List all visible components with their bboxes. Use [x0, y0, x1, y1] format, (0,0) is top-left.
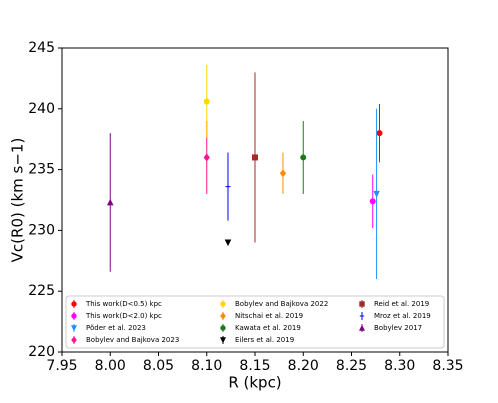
x-tick-label: 8.10 — [191, 358, 222, 374]
x-tick-label: 8.00 — [95, 358, 126, 374]
legend-label: Eilers et al. 2019 — [235, 336, 294, 344]
y-axis-label: Vc(R0) (km s−1) — [9, 138, 27, 263]
legend-marker — [359, 301, 365, 307]
marker — [279, 169, 287, 178]
y-tick-label: 245 — [28, 40, 55, 56]
legend-label: This work(D<2.0) kpc — [85, 312, 162, 320]
legend-marker — [220, 325, 226, 331]
y-tick-label: 235 — [28, 162, 55, 178]
legend-marker — [358, 324, 366, 331]
legend-frame — [65, 295, 445, 349]
marker — [203, 153, 210, 162]
legend-marker — [71, 301, 77, 307]
marker — [373, 190, 380, 198]
y-tick-label: 220 — [28, 344, 55, 360]
legend-label: Põder et al. 2023 — [86, 324, 146, 332]
x-tick-label: 7.95 — [46, 358, 77, 374]
marker — [224, 239, 232, 247]
legend-label: Bobylev and Bajkova 2022 — [235, 300, 328, 308]
legend-marker — [71, 313, 77, 319]
marker — [203, 98, 210, 105]
legend-marker — [71, 336, 77, 344]
x-tick-label: 8.35 — [432, 358, 463, 374]
legend-marker — [219, 337, 227, 344]
y-tick-label: 230 — [28, 222, 55, 238]
marker — [252, 154, 258, 161]
marker — [376, 130, 383, 137]
legend-marker — [220, 312, 226, 320]
marker — [300, 154, 307, 161]
legend-label: Mroz et al. 2019 — [374, 312, 431, 320]
legend-marker — [220, 301, 226, 307]
x-tick-label: 8.15 — [239, 358, 270, 374]
marker — [369, 198, 376, 205]
legend-label: Kawata et al. 2019 — [235, 324, 301, 332]
x-tick-label: 8.20 — [288, 358, 319, 374]
legend-label: Nitschai et al. 2019 — [235, 312, 303, 320]
legend-label: Reid et al. 2019 — [374, 300, 429, 308]
marker — [106, 198, 114, 206]
x-tick-label: 8.25 — [336, 358, 367, 374]
legend-label: Bobylev and Bajkova 2023 — [86, 336, 179, 344]
legend-marker — [359, 313, 365, 319]
x-tick-label: 8.30 — [384, 358, 415, 374]
x-tick-label: 8.05 — [143, 358, 174, 374]
marker — [225, 184, 231, 190]
legend-label: Bobylev 2017 — [374, 324, 422, 332]
y-tick-label: 240 — [28, 101, 55, 117]
legend-label: This work(D<0.5) kpc — [85, 300, 162, 308]
y-tick-label: 225 — [28, 283, 55, 299]
legend-marker — [70, 325, 78, 332]
x-axis-label: R (kpc) — [228, 374, 281, 392]
